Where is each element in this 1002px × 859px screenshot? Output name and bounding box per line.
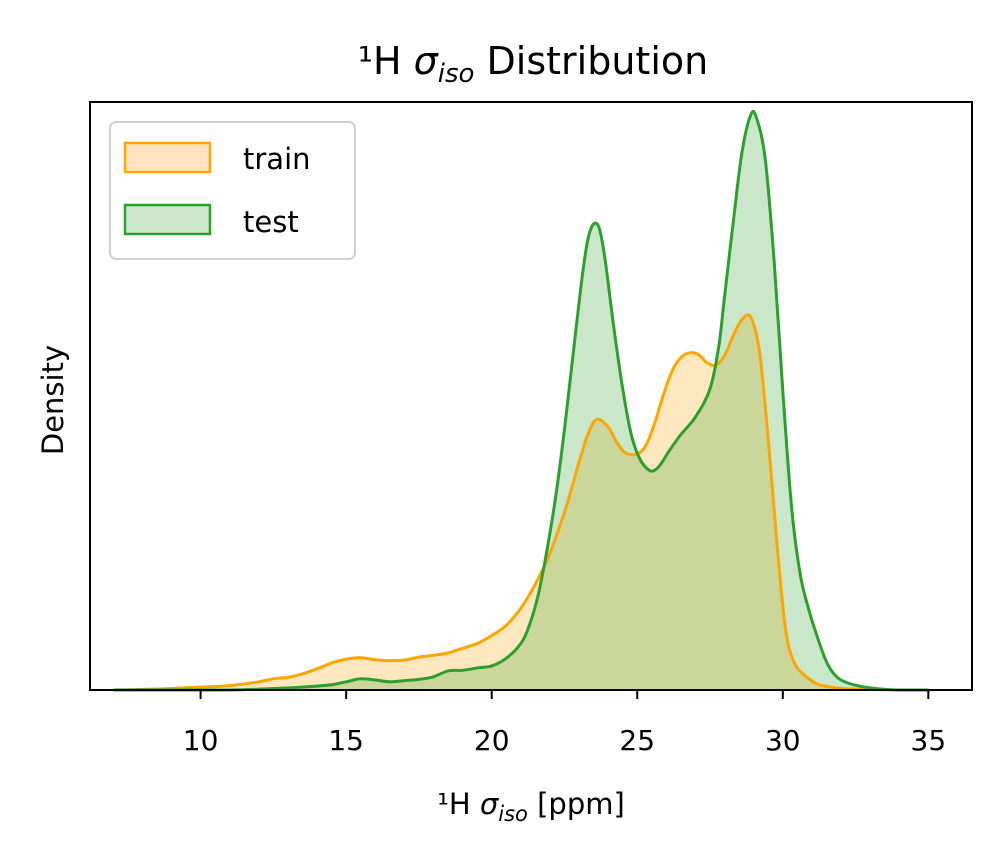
series-area-train	[113, 314, 929, 690]
chart-title-subscript: iso	[438, 59, 475, 89]
x-axis-label-prefix: ¹H	[437, 787, 480, 821]
x-tick-label-25: 25	[619, 724, 655, 757]
x-tick-label-15: 15	[328, 724, 364, 757]
chart-title-prefix: ¹H	[358, 39, 414, 83]
x-tick-label-10: 10	[183, 724, 219, 757]
series-line-train	[113, 313, 929, 692]
series-area-test	[113, 111, 929, 691]
chart-title-sigma: σ	[414, 39, 440, 83]
legend-swatch-test	[123, 203, 212, 236]
x-axis-label-suffix: [ppm]	[528, 787, 625, 821]
x-tick-label-20: 20	[474, 724, 510, 757]
y-axis-label: Density	[36, 345, 70, 455]
x-axis-label-subscript: iso	[498, 802, 528, 826]
plot-frame	[89, 101, 973, 691]
chart-title-suffix: Distribution	[474, 39, 708, 83]
legend-label-test: test	[243, 205, 299, 239]
plot-areas	[113, 110, 929, 692]
legend-label-train: train	[243, 142, 311, 176]
x-axis-label-sigma: σ	[480, 787, 500, 821]
legend: train test	[109, 121, 356, 260]
x-tick-label-30: 30	[765, 724, 801, 757]
x-axis-label: ¹H σiso [ppm]	[437, 787, 625, 826]
series-line-test	[113, 110, 929, 692]
legend-swatch-train	[123, 141, 212, 174]
x-axis-ticks: 10 15 20 25 30 35	[183, 690, 946, 757]
chart-title: ¹H σiso Distribution	[358, 39, 708, 89]
x-tick-label-35: 35	[911, 724, 947, 757]
